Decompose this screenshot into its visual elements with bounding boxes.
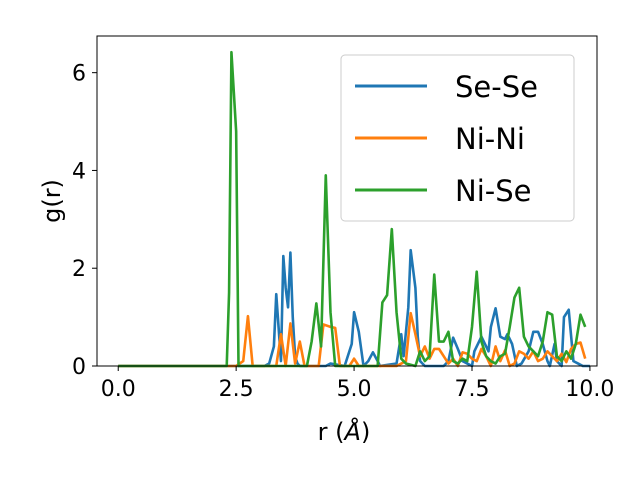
legend-box [340,54,575,222]
series-line-ni-se [118,50,587,368]
x-tick-label: 10.0 [565,377,614,402]
y-tick-label: 6 [72,62,86,87]
legend-label-ni-ni: Ni-Ni [455,122,525,156]
y-axis-title: g(r) [38,179,66,223]
legend-label-ni-se: Ni-Se [455,174,531,208]
series-layer [118,50,590,368]
x-tick-label: 7.5 [455,377,490,402]
series-line-se-se [118,248,590,368]
y-axis: 0 2 4 6 [72,62,97,380]
x-axis-title: r (Å) [318,417,371,446]
y-tick-label: 4 [72,159,86,184]
legend: Se-Se Ni-Ni Ni-Se [340,54,575,222]
plot-frame [96,35,598,367]
x-axis: 0.0 2.5 5.0 7.5 10.0 [101,366,614,402]
legend-label-se-se: Se-Se [455,70,538,104]
series-line-ni-ni [118,311,587,368]
y-tick-label: 2 [72,257,86,282]
x-tick-label: 0.0 [101,377,136,402]
y-tick-label: 0 [72,355,86,380]
x-tick-label: 5.0 [337,377,372,402]
x-tick-label: 2.5 [219,377,254,402]
